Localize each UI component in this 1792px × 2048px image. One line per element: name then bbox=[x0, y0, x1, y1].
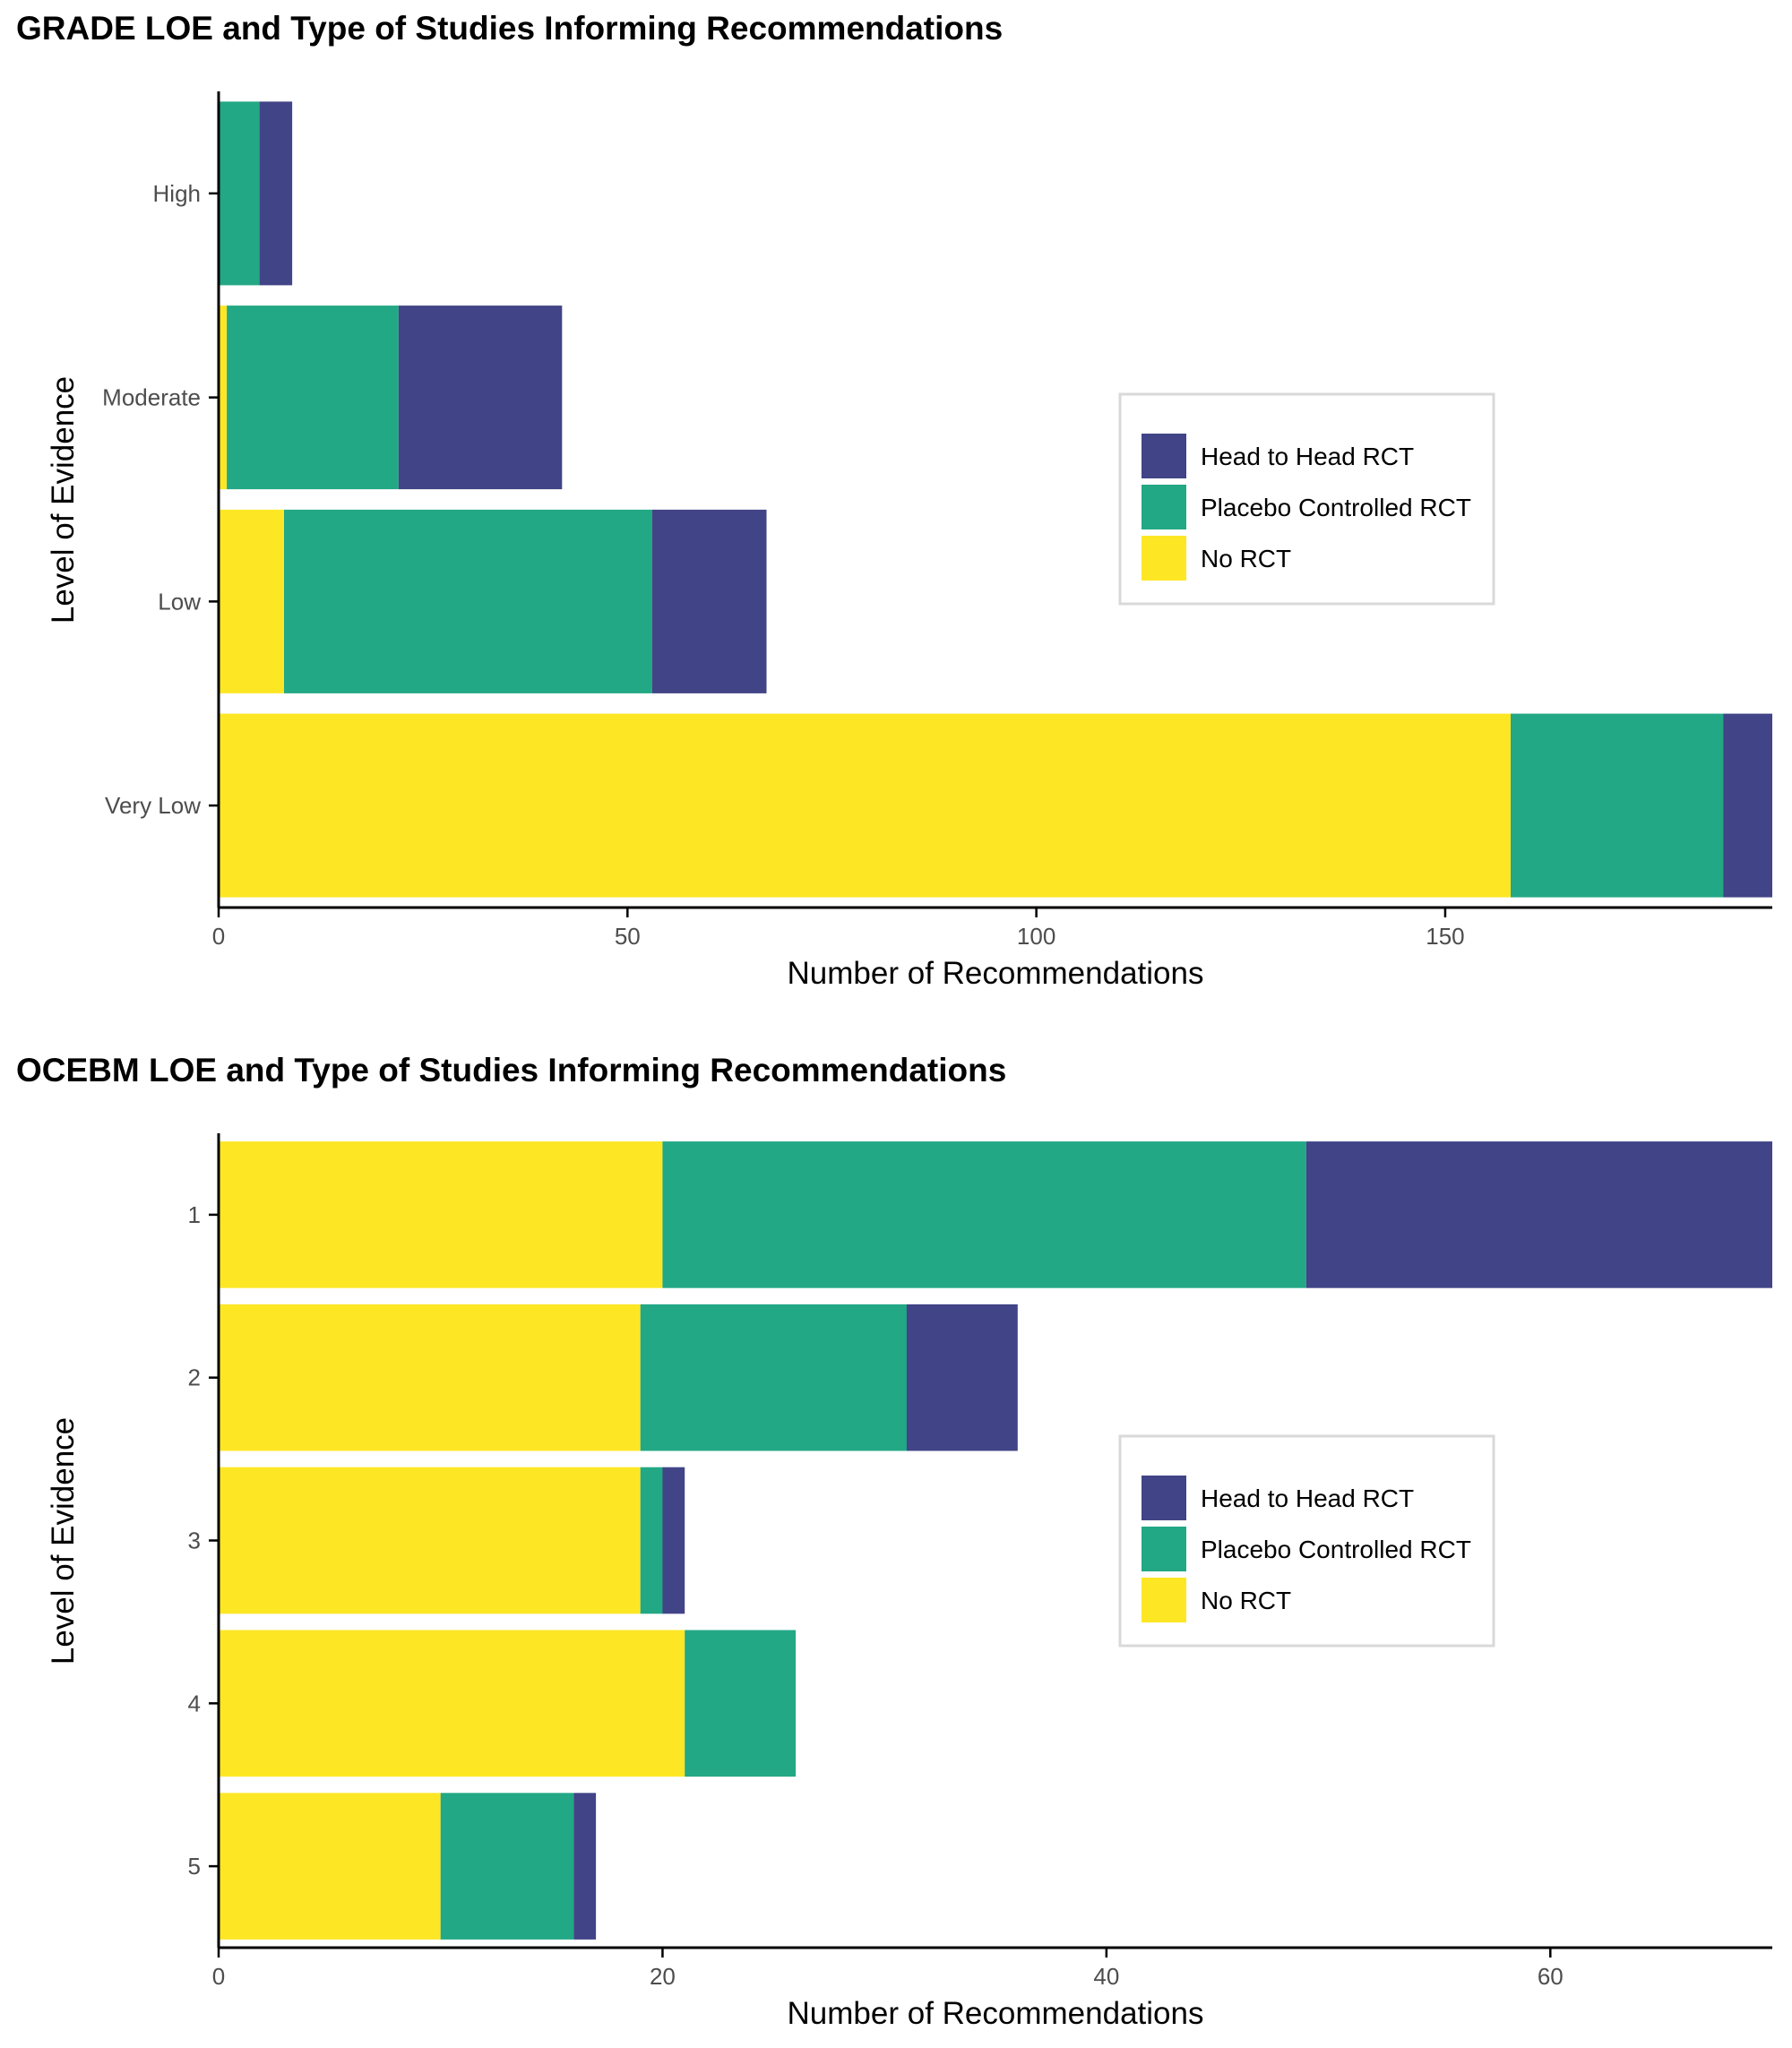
ocebm-legend: Head to Head RCT Placebo Controlled RCT … bbox=[1118, 1434, 1495, 1648]
grade-legend-swatch-head-to-head bbox=[1142, 434, 1186, 478]
ocebm-legend-label-placebo: Placebo Controlled RCT bbox=[1201, 1536, 1471, 1563]
ocebm-x-ticks: 0 20 40 60 bbox=[212, 1948, 1564, 1990]
grade-bar-moderate-no-rct bbox=[219, 305, 228, 490]
ocebm-bar-5-head-to-head-rct bbox=[573, 1793, 597, 1940]
grade-bar-high-placebo-controlled-rct bbox=[219, 101, 260, 286]
ocebm-chart: OCEBM LOE and Type of Studies Informing … bbox=[16, 1052, 1772, 2031]
grade-bars bbox=[219, 101, 1772, 898]
ocebm-y-tick-label-3: 3 bbox=[188, 1527, 201, 1554]
ocebm-bar-1-placebo-controlled-rct bbox=[662, 1141, 1306, 1288]
ocebm-bar-2-placebo-controlled-rct bbox=[640, 1304, 907, 1451]
grade-x-tick-label-150: 150 bbox=[1426, 923, 1464, 950]
ocebm-legend-swatch-no-rct bbox=[1142, 1578, 1186, 1622]
grade-bar-very-low-head-to-head-rct bbox=[1723, 713, 1772, 898]
ocebm-legend-swatch-placebo bbox=[1142, 1527, 1186, 1571]
ocebm-x-tick-label-40: 40 bbox=[1093, 1963, 1119, 1990]
ocebm-y-tick-label-2: 2 bbox=[188, 1364, 201, 1391]
ocebm-legend-swatch-head-to-head bbox=[1142, 1476, 1186, 1520]
grade-y-tick-label-low: Low bbox=[158, 588, 201, 615]
grade-y-tick-label-very-low: Very Low bbox=[105, 792, 201, 819]
grade-legend-label-placebo: Placebo Controlled RCT bbox=[1201, 494, 1471, 521]
ocebm-bar-4-no-rct bbox=[219, 1630, 685, 1777]
ocebm-legend-label-no-rct: No RCT bbox=[1201, 1587, 1291, 1614]
ocebm-y-ticks: 1 2 3 4 5 bbox=[188, 1201, 219, 1880]
grade-bar-very-low-no-rct bbox=[219, 713, 1511, 898]
ocebm-legend-label-head-to-head: Head to Head RCT bbox=[1201, 1484, 1414, 1512]
grade-bar-low-placebo-controlled-rct bbox=[284, 509, 652, 693]
ocebm-bar-3-no-rct bbox=[219, 1467, 641, 1614]
grade-bar-moderate-placebo-controlled-rct bbox=[227, 305, 399, 490]
ocebm-bar-5-placebo-controlled-rct bbox=[440, 1793, 574, 1940]
grade-bar-low-head-to-head-rct bbox=[651, 509, 767, 693]
grade-y-tick-label-high: High bbox=[153, 180, 201, 207]
ocebm-bar-2-no-rct bbox=[219, 1304, 641, 1451]
grade-x-tick-label-0: 0 bbox=[212, 923, 225, 950]
ocebm-bar-3-head-to-head-rct bbox=[662, 1467, 685, 1614]
ocebm-x-tick-label-60: 60 bbox=[1538, 1963, 1564, 1990]
grade-chart-title: GRADE LOE and Type of Studies Informing … bbox=[16, 10, 1003, 47]
ocebm-chart-title: OCEBM LOE and Type of Studies Informing … bbox=[16, 1052, 1006, 1089]
ocebm-bar-4-placebo-controlled-rct bbox=[685, 1630, 797, 1777]
grade-x-tick-label-100: 100 bbox=[1017, 923, 1055, 950]
ocebm-bar-3-placebo-controlled-rct bbox=[640, 1467, 663, 1614]
ocebm-y-tick-label-4: 4 bbox=[188, 1690, 201, 1717]
grade-legend-swatch-placebo bbox=[1142, 485, 1186, 529]
grade-bar-low-no-rct bbox=[219, 509, 284, 693]
ocebm-x-tick-label-0: 0 bbox=[212, 1963, 225, 1990]
ocebm-y-tick-label-5: 5 bbox=[188, 1853, 201, 1880]
grade-bar-high-head-to-head-rct bbox=[259, 101, 293, 286]
grade-y-axis-title: Level of Evidence bbox=[46, 376, 81, 624]
ocebm-bar-5-no-rct bbox=[219, 1793, 441, 1940]
grade-y-ticks: High Moderate Low Very Low bbox=[102, 180, 219, 819]
ocebm-x-tick-label-20: 20 bbox=[650, 1963, 676, 1990]
grade-y-tick-label-moderate: Moderate bbox=[102, 384, 201, 411]
ocebm-y-tick-label-1: 1 bbox=[188, 1201, 201, 1228]
grade-legend-label-head-to-head: Head to Head RCT bbox=[1201, 443, 1414, 470]
grade-x-axis-title: Number of Recommendations bbox=[788, 956, 1204, 991]
ocebm-bar-2-head-to-head-rct bbox=[906, 1304, 1018, 1451]
ocebm-bar-1-no-rct bbox=[219, 1141, 663, 1288]
ocebm-bars bbox=[219, 1141, 1772, 1940]
grade-legend: Head to Head RCT Placebo Controlled RCT … bbox=[1118, 392, 1495, 606]
grade-bar-moderate-head-to-head-rct bbox=[398, 305, 563, 490]
grade-chart: GRADE LOE and Type of Studies Informing … bbox=[16, 10, 1772, 991]
grade-x-ticks: 0 50 100 150 bbox=[212, 908, 1465, 950]
grade-legend-swatch-no-rct bbox=[1142, 536, 1186, 581]
grade-x-tick-label-50: 50 bbox=[615, 923, 641, 950]
ocebm-bar-1-head-to-head-rct bbox=[1305, 1141, 1772, 1288]
grade-legend-label-no-rct: No RCT bbox=[1201, 545, 1291, 572]
ocebm-y-axis-title: Level of Evidence bbox=[46, 1417, 81, 1665]
ocebm-x-axis-title: Number of Recommendations bbox=[788, 1996, 1204, 2031]
grade-bar-very-low-placebo-controlled-rct bbox=[1511, 713, 1724, 898]
